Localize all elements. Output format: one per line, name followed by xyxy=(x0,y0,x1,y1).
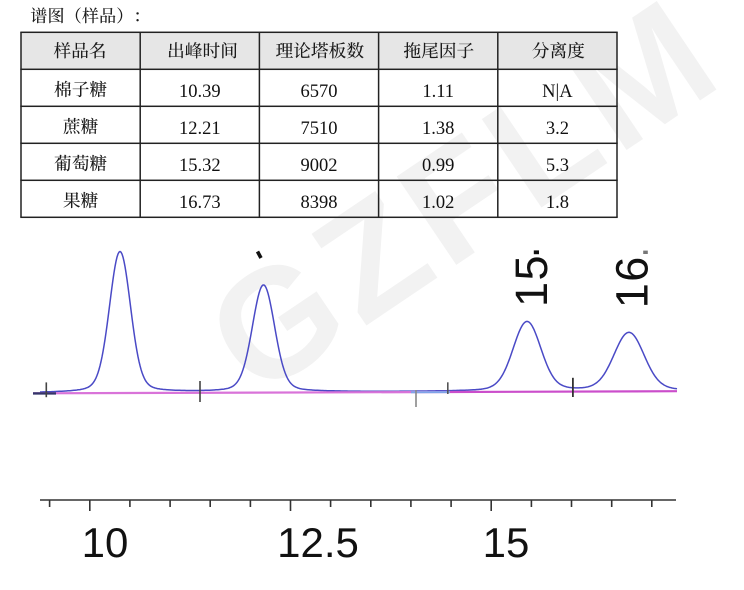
svg-text:3.2: 3.2 xyxy=(546,119,569,139)
svg-text:7510: 7510 xyxy=(301,119,338,139)
svg-text:5.3: 5.3 xyxy=(546,156,569,176)
svg-text:15: 15 xyxy=(483,519,530,566)
svg-text:1.8: 1.8 xyxy=(546,193,569,213)
svg-text:16: 16 xyxy=(607,255,658,308)
svg-text:1.02: 1.02 xyxy=(422,193,454,213)
svg-text:16.73: 16.73 xyxy=(179,193,221,213)
svg-text:6570: 6570 xyxy=(301,82,338,102)
svg-text:1.38: 1.38 xyxy=(422,119,454,139)
svg-text:8398: 8398 xyxy=(301,193,338,213)
svg-text:9002: 9002 xyxy=(301,156,338,176)
svg-text:0.99: 0.99 xyxy=(422,156,454,176)
svg-text:N|A: N|A xyxy=(542,82,573,102)
svg-text:12.5: 12.5 xyxy=(277,519,359,566)
svg-text:15.32: 15.32 xyxy=(179,156,221,176)
svg-text:10: 10 xyxy=(82,519,129,566)
svg-text:1.11: 1.11 xyxy=(422,82,454,102)
svg-text:10.39: 10.39 xyxy=(179,82,221,102)
svg-text:15: 15 xyxy=(506,254,557,307)
svg-text:12.21: 12.21 xyxy=(179,119,221,139)
